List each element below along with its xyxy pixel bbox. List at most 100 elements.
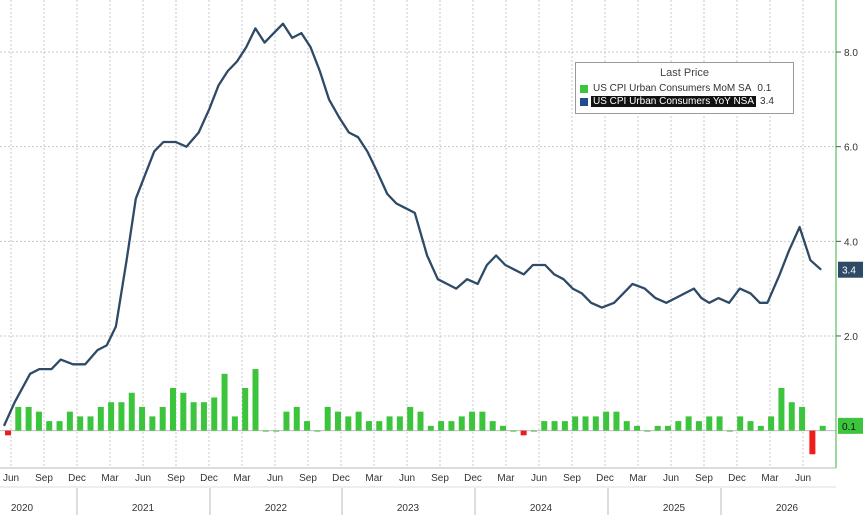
- mom-bar: [97, 406, 104, 431]
- mom-bar: [737, 416, 744, 431]
- mom-bar: [149, 416, 156, 431]
- mom-bar: [747, 421, 754, 431]
- last-bar-label: 0.1: [842, 422, 856, 433]
- mom-bar: [634, 425, 641, 431]
- mom-bar: [200, 402, 207, 431]
- mom-bar: [5, 430, 11, 436]
- mom-bar: [386, 416, 393, 431]
- x-tick-label: Jun: [531, 473, 547, 484]
- mom-bar: [118, 402, 125, 431]
- mom-bar: [644, 430, 651, 432]
- mom-bar: [726, 430, 733, 432]
- mom-bar: [809, 430, 816, 455]
- mom-bar: [170, 388, 176, 431]
- x-year-label: 2025: [663, 503, 686, 514]
- mom-bar: [324, 406, 331, 431]
- mom-bar: [541, 421, 548, 431]
- y-tick-label: 2.0: [844, 332, 858, 343]
- mom-bar: [427, 425, 434, 431]
- mom-bar: [675, 421, 682, 431]
- mom-bar: [35, 411, 42, 431]
- x-year-label: 2020: [11, 503, 34, 514]
- yoy-line-group: [2, 22, 822, 427]
- x-tick-label: Mar: [761, 473, 779, 484]
- x-tick-label: Sep: [695, 473, 713, 484]
- mom-bar: [396, 416, 403, 431]
- mom-bar: [345, 416, 352, 431]
- x-tick-label: Mar: [629, 473, 647, 484]
- x-year-label: 2023: [397, 503, 420, 514]
- mom-bars: [5, 369, 826, 455]
- x-tick-label: Jun: [399, 473, 415, 484]
- mom-bar: [572, 416, 579, 431]
- x-tick-label: Sep: [35, 473, 53, 484]
- x-tick-label: Mar: [365, 473, 383, 484]
- mom-bar: [128, 392, 135, 431]
- legend: Last Price US CPI Urban Consumers MoM SA…: [575, 62, 794, 114]
- mom-bar: [314, 430, 321, 432]
- mom-bar: [582, 416, 589, 431]
- mom-bar: [489, 421, 496, 431]
- mom-bar: [87, 416, 94, 431]
- legend-swatch-yoy: [580, 97, 588, 106]
- mom-bar: [335, 411, 341, 431]
- mom-bar: [500, 425, 506, 431]
- mom-bar: [365, 421, 372, 431]
- mom-bar: [417, 411, 424, 431]
- legend-label-yoy: US CPI Urban Consumers YoY NSA: [591, 96, 757, 107]
- mom-bar: [293, 406, 300, 431]
- mom-bar: [469, 411, 476, 431]
- mom-bar: [530, 430, 537, 432]
- mom-bar: [231, 416, 238, 431]
- mom-bar: [221, 373, 228, 431]
- mom-bar: [283, 411, 290, 431]
- mom-bar: [592, 416, 599, 431]
- last-line-label-bg: [838, 261, 863, 278]
- last-bar-label-bg: [838, 417, 863, 434]
- mom-bar: [799, 406, 806, 431]
- mom-bar: [159, 406, 166, 431]
- x-tick-label: Sep: [431, 473, 449, 484]
- mom-bar: [190, 402, 197, 431]
- mom-bar: [685, 416, 692, 431]
- mom-bar: [46, 421, 53, 431]
- mom-bar: [654, 425, 661, 431]
- mom-bar: [438, 421, 445, 431]
- mom-bar: [262, 430, 269, 432]
- x-tick-label: Dec: [728, 473, 746, 484]
- mom-bar: [603, 411, 610, 431]
- mom-bar: [706, 416, 713, 431]
- legend-value-yoy: 3.4: [760, 96, 774, 107]
- x-tick-label: Jun: [267, 473, 283, 484]
- mom-bar: [180, 392, 187, 431]
- mom-bar: [520, 430, 527, 436]
- x-year-label: 2024: [530, 503, 553, 514]
- x-tick-label: Jun: [135, 473, 151, 484]
- mom-bar: [613, 411, 620, 431]
- legend-title: Last Price: [660, 67, 709, 79]
- mom-bar: [376, 421, 383, 431]
- mom-bar: [479, 411, 486, 431]
- x-tick-label: Sep: [299, 473, 317, 484]
- mom-bar: [757, 425, 764, 431]
- last-line-label: 3.4: [842, 266, 856, 277]
- x-tick-label: Jun: [3, 473, 19, 484]
- mom-bar: [665, 425, 671, 431]
- mom-bar: [273, 430, 280, 432]
- mom-bar: [768, 416, 775, 431]
- mom-bar: [108, 402, 115, 431]
- legend-entry-mom: US CPI Urban Consumers MoM SA 0.1: [576, 82, 793, 95]
- legend-swatch-mom: [580, 84, 588, 93]
- mom-bar: [355, 411, 362, 431]
- mom-bar: [77, 416, 84, 431]
- mom-bar: [211, 397, 218, 431]
- legend-entry-yoy: US CPI Urban Consumers YoY NSA 3.4: [576, 95, 793, 108]
- x-tick-label: Sep: [563, 473, 581, 484]
- mom-bar: [561, 421, 568, 431]
- x-year-label: 2022: [265, 503, 288, 514]
- x-tick-label: Dec: [332, 473, 350, 484]
- x-tick-label: Mar: [101, 473, 119, 484]
